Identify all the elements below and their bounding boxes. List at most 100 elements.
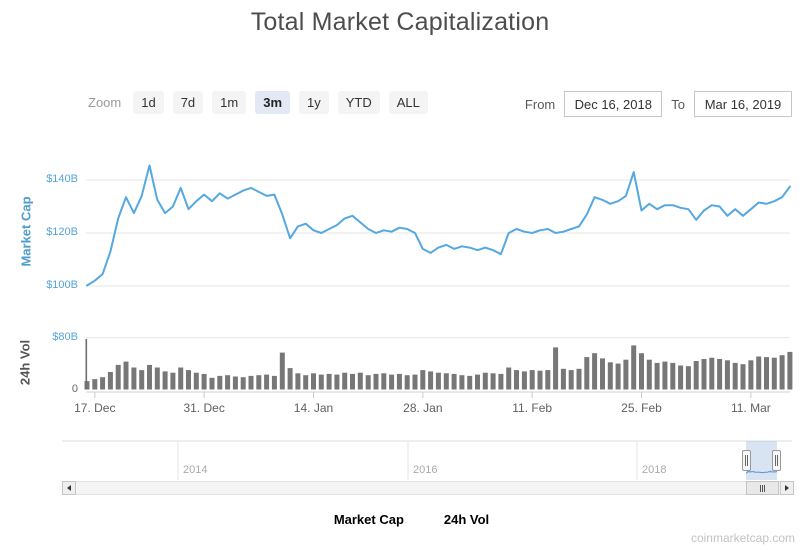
- volume-bar[interactable]: [428, 371, 434, 390]
- navigator-left-handle-icon[interactable]: [742, 450, 751, 471]
- scrollbar-track[interactable]: [62, 481, 794, 495]
- volume-bar[interactable]: [209, 377, 215, 390]
- volume-bar[interactable]: [100, 377, 106, 390]
- volume-bar[interactable]: [271, 375, 277, 390]
- volume-bar[interactable]: [303, 375, 309, 390]
- volume-bar[interactable]: [186, 370, 191, 390]
- volume-bar[interactable]: [514, 370, 519, 390]
- volume-bar[interactable]: [779, 355, 785, 390]
- volume-bar[interactable]: [396, 373, 402, 390]
- volume-bar[interactable]: [115, 364, 121, 390]
- volume-bar[interactable]: [435, 372, 441, 390]
- volume-bar[interactable]: [459, 375, 465, 390]
- volume-bar[interactable]: [412, 374, 418, 390]
- volume-bar[interactable]: [732, 362, 738, 390]
- volume-bar[interactable]: [404, 375, 410, 390]
- volume-bar[interactable]: [560, 368, 566, 390]
- zoom-button-ytd[interactable]: YTD: [337, 91, 380, 114]
- market-cap-line-series[interactable]: [86, 164, 791, 287]
- volume-bar[interactable]: [553, 347, 559, 390]
- volume-bar[interactable]: [576, 368, 582, 390]
- volume-bar[interactable]: [639, 353, 644, 390]
- volume-bar[interactable]: [357, 372, 363, 390]
- volume-bar[interactable]: [389, 374, 395, 390]
- zoom-button-all[interactable]: ALL: [388, 91, 428, 114]
- volume-bar[interactable]: [467, 375, 473, 390]
- to-date-input[interactable]: [694, 91, 792, 117]
- volume-bar[interactable]: [740, 364, 746, 390]
- volume-bar[interactable]: [131, 367, 137, 390]
- volume-bar[interactable]: [701, 359, 707, 390]
- volume-bar[interactable]: [162, 371, 168, 390]
- legend-item-24h-vol[interactable]: 24h Vol: [426, 512, 489, 527]
- volume-bar[interactable]: [295, 373, 301, 390]
- volume-bar[interactable]: [724, 360, 730, 390]
- zoom-button-1m[interactable]: 1m: [212, 91, 247, 114]
- volume-bar[interactable]: [529, 370, 535, 390]
- volume-bar[interactable]: [600, 358, 605, 390]
- volume-bar[interactable]: [365, 375, 371, 390]
- volume-bar[interactable]: [709, 357, 715, 390]
- volume-bar[interactable]: [217, 375, 223, 390]
- zoom-button-1y[interactable]: 1y: [299, 91, 329, 114]
- volume-bar[interactable]: [326, 373, 332, 390]
- volume-bar[interactable]: [256, 375, 262, 390]
- zoom-button-1d[interactable]: 1d: [133, 91, 164, 114]
- volume-bar[interactable]: [334, 374, 340, 390]
- volume-bar[interactable]: [420, 370, 426, 390]
- volume-bar[interactable]: [264, 374, 270, 390]
- volume-bar[interactable]: [451, 373, 457, 390]
- volume-bar[interactable]: [498, 373, 504, 390]
- volume-bar[interactable]: [537, 370, 543, 390]
- navigator-selected-range[interactable]: [746, 441, 777, 480]
- volume-bar[interactable]: [756, 356, 762, 390]
- volume-bar[interactable]: [350, 373, 355, 390]
- volume-bar[interactable]: [170, 372, 176, 390]
- volume-bar[interactable]: [787, 351, 793, 390]
- volume-bar[interactable]: [287, 368, 293, 390]
- volume-bar[interactable]: [311, 373, 316, 390]
- volume-bar[interactable]: [568, 370, 574, 390]
- volume-bar[interactable]: [584, 357, 590, 390]
- from-date-input[interactable]: [564, 91, 663, 117]
- volume-bar[interactable]: [248, 375, 254, 390]
- volume-bar[interactable]: [607, 362, 613, 390]
- chart-plot-area[interactable]: [0, 0, 800, 500]
- volume-bar[interactable]: [654, 362, 660, 390]
- volume-bar[interactable]: [717, 359, 723, 390]
- volume-bar[interactable]: [147, 364, 152, 390]
- volume-bar[interactable]: [318, 374, 324, 390]
- zoom-button-7d[interactable]: 7d: [172, 91, 204, 114]
- volume-bar[interactable]: [764, 357, 769, 390]
- volume-bar[interactable]: [623, 359, 629, 390]
- volume-bar[interactable]: [443, 373, 449, 390]
- volume-bar[interactable]: [506, 367, 512, 390]
- volume-bar[interactable]: [475, 374, 480, 390]
- scrollbar-thumb[interactable]: [746, 481, 779, 495]
- volume-bar[interactable]: [646, 359, 652, 390]
- volume-bar[interactable]: [678, 365, 684, 390]
- volume-bar[interactable]: [232, 376, 238, 390]
- volume-bar[interactable]: [92, 379, 98, 390]
- volume-bar[interactable]: [592, 353, 598, 390]
- volume-bar[interactable]: [201, 373, 207, 390]
- volume-bar[interactable]: [154, 367, 160, 390]
- volume-bar[interactable]: [685, 366, 691, 390]
- volume-bar[interactable]: [373, 373, 379, 390]
- volume-bar[interactable]: [240, 377, 246, 390]
- volume-bar[interactable]: [342, 372, 348, 390]
- volume-bar[interactable]: [123, 361, 129, 390]
- volume-bar[interactable]: [693, 361, 699, 390]
- volume-bar[interactable]: [631, 345, 637, 390]
- volume-bar[interactable]: [279, 352, 285, 390]
- legend-item-market-cap[interactable]: Market Cap: [311, 512, 404, 527]
- scrollbar-left-arrow[interactable]: [62, 481, 76, 495]
- volume-bar[interactable]: [225, 375, 231, 390]
- volume-bar[interactable]: [615, 363, 621, 390]
- scrollbar-right-arrow[interactable]: [780, 481, 794, 495]
- volume-bar[interactable]: [178, 367, 184, 390]
- volume-bar[interactable]: [490, 373, 496, 390]
- navigator-right-handle-icon[interactable]: [772, 450, 781, 471]
- volume-bar[interactable]: [139, 370, 145, 390]
- volume-bar[interactable]: [482, 372, 488, 390]
